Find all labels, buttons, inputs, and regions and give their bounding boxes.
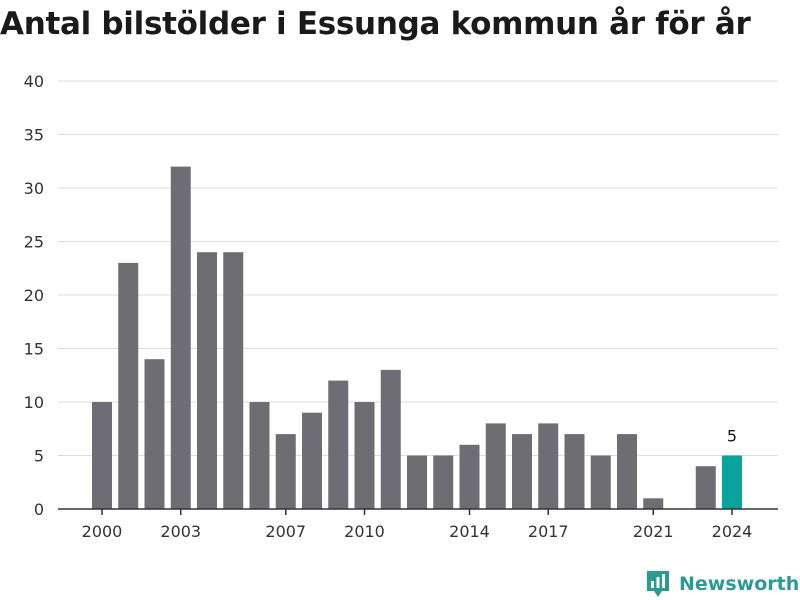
bar-2014 [459, 444, 480, 509]
bar-2019 [590, 455, 611, 509]
bar-2023 [695, 466, 716, 509]
bar-2000 [92, 402, 112, 509]
y-tick-label-0: 0 [34, 500, 44, 519]
bars [92, 166, 742, 509]
x-tick-label-2017: 2017 [528, 522, 569, 541]
x-tick-label-2024: 2024 [712, 522, 753, 541]
y-tick-label-20: 20 [24, 286, 44, 305]
bar-2017 [538, 423, 559, 509]
bar-2013 [433, 455, 454, 509]
x-tick-label-2003: 2003 [160, 522, 201, 541]
bar-2001 [118, 262, 139, 509]
brand-name: Newsworthy [679, 573, 800, 595]
bar-2003 [170, 166, 191, 509]
y-axis-tick-labels: 0 5 10 15 20 25 30 35 40 [24, 72, 44, 519]
bar-2016 [512, 434, 532, 509]
bar-2015 [485, 423, 506, 509]
y-tick-label-35: 35 [24, 126, 44, 145]
bar-2020 [617, 434, 637, 509]
gridlines [58, 80, 778, 456]
bar-2011 [380, 369, 401, 509]
bar-2002 [144, 359, 165, 509]
x-axis-ticks: 2000 2003 2007 2010 2014 2017 2021 2024 [82, 509, 753, 541]
bar-2024 [722, 455, 742, 509]
x-tick-label-2021: 2021 [633, 522, 674, 541]
bar-2021 [643, 498, 664, 509]
bar-2007 [275, 434, 296, 509]
bar-2012 [407, 455, 427, 509]
y-tick-label-25: 25 [24, 233, 44, 252]
x-tick-label-2010: 2010 [344, 522, 385, 541]
bar-2010 [354, 402, 375, 509]
y-tick-label-40: 40 [24, 72, 44, 91]
bar-2004 [197, 252, 217, 509]
bar-2005 [223, 252, 244, 509]
newsworthy-brand: Newsworthy [645, 568, 800, 600]
data-labels: 5 [727, 427, 737, 446]
bar-chart-logo-icon [647, 571, 669, 597]
y-tick-label-15: 15 [24, 340, 44, 359]
bar-2008 [302, 412, 322, 509]
y-tick-label-5: 5 [34, 447, 44, 466]
x-tick-label-2000: 2000 [82, 522, 123, 541]
bar-2009 [328, 380, 349, 509]
x-tick-label-2007: 2007 [265, 522, 306, 541]
bar-2018 [564, 434, 585, 509]
bar-2006 [249, 402, 270, 509]
x-tick-label-2014: 2014 [449, 522, 490, 541]
y-tick-label-10: 10 [24, 393, 44, 412]
y-tick-label-30: 30 [24, 179, 44, 198]
data-label-2024: 5 [727, 427, 737, 446]
chart-title: Antal bilstölder i Essunga kommun år för… [0, 6, 751, 42]
